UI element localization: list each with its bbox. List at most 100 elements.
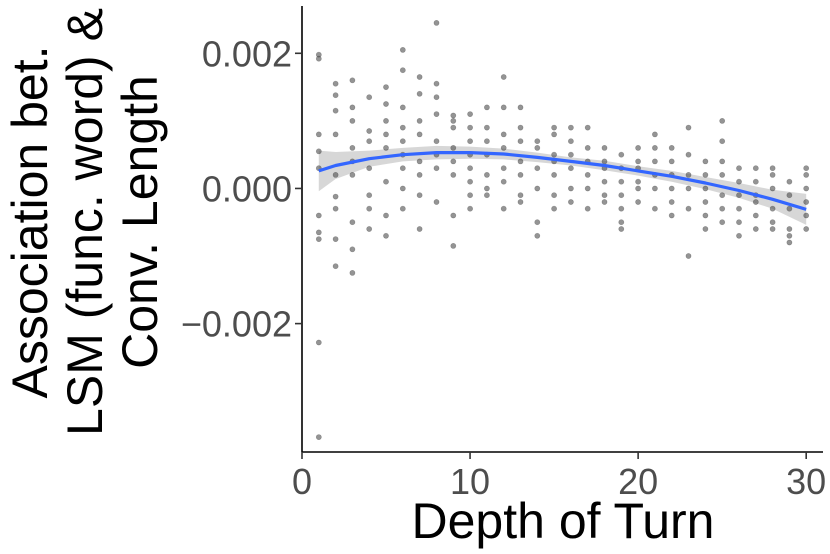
data-point-184	[736, 205, 742, 212]
data-point-187	[752, 165, 759, 172]
data-point-167	[685, 253, 692, 259]
data-point-155	[652, 205, 658, 212]
data-point-168	[702, 158, 709, 165]
data-point-37	[383, 101, 389, 107]
data-point-119	[568, 124, 574, 131]
data-point-40	[383, 144, 389, 151]
data-point-164	[685, 171, 692, 178]
data-point-108	[534, 165, 541, 172]
data-point-54	[416, 90, 423, 97]
data-point-34	[366, 205, 373, 212]
data-point-41	[383, 178, 389, 185]
data-point-44	[399, 47, 406, 53]
data-point-92	[500, 74, 507, 80]
data-point-72	[450, 144, 457, 151]
data-point-38	[383, 118, 389, 124]
data-point-112	[551, 124, 557, 131]
data-point-71	[450, 124, 457, 131]
data-point-102	[517, 158, 524, 165]
data-point-33	[366, 192, 373, 199]
data-point-32	[366, 165, 373, 172]
data-point-58	[416, 171, 423, 178]
data-point-14	[332, 131, 339, 138]
data-point-11	[332, 80, 339, 87]
data-point-149	[635, 199, 641, 205]
data-point-46	[399, 104, 406, 111]
data-point-170	[702, 185, 709, 192]
data-point-28	[349, 269, 356, 276]
data-point-186	[736, 232, 742, 239]
smooth-trend-line	[318, 151, 807, 211]
data-point-141	[618, 205, 625, 212]
confidence-band-layer	[318, 145, 807, 225]
data-point-159	[668, 185, 675, 192]
data-point-26	[349, 219, 356, 226]
data-point-70	[450, 118, 457, 124]
data-point-205	[803, 165, 810, 172]
data-point-56	[416, 131, 423, 138]
data-point-91	[483, 192, 490, 199]
data-point-65	[433, 138, 440, 145]
data-point-75	[450, 212, 457, 219]
data-point-135	[601, 192, 608, 199]
data-point-39	[383, 131, 389, 138]
data-point-104	[517, 192, 524, 199]
data-point-132	[601, 158, 608, 165]
data-point-183	[736, 192, 742, 199]
data-point-181	[736, 165, 742, 172]
data-point-147	[635, 178, 641, 185]
data-point-182	[736, 178, 742, 185]
data-point-42	[383, 212, 389, 219]
data-point-176	[719, 158, 726, 165]
x-axis-title: Depth of Turn	[412, 493, 715, 549]
data-point-113	[551, 131, 557, 138]
data-point-93	[500, 104, 507, 111]
data-point-101	[517, 138, 524, 145]
data-point-163	[685, 151, 692, 158]
data-point-29	[366, 94, 373, 101]
data-point-10	[315, 434, 322, 440]
data-point-197	[769, 219, 776, 226]
data-point-177	[719, 171, 726, 178]
data-point-204	[786, 239, 793, 246]
data-point-4	[315, 148, 322, 155]
data-point-131	[601, 144, 608, 151]
data-points-layer	[315, 19, 810, 440]
data-point-148	[635, 185, 641, 192]
data-point-95	[500, 144, 507, 151]
data-point-114	[551, 151, 557, 158]
data-point-144	[635, 144, 641, 151]
data-point-120	[568, 138, 574, 145]
data-point-99	[517, 104, 524, 111]
data-point-81	[467, 165, 473, 172]
data-point-53	[416, 74, 423, 80]
data-point-61	[433, 19, 440, 26]
data-point-12	[332, 92, 339, 99]
data-point-124	[568, 199, 574, 205]
data-point-161	[668, 212, 675, 219]
data-point-145	[635, 158, 641, 165]
data-point-140	[618, 192, 625, 199]
data-point-117	[551, 192, 557, 199]
data-point-206	[803, 171, 810, 178]
data-point-97	[500, 178, 507, 185]
data-point-55	[416, 118, 423, 124]
data-point-47	[399, 124, 406, 131]
data-point-51	[399, 185, 406, 192]
data-point-152	[652, 158, 658, 165]
data-point-48	[399, 138, 406, 145]
data-point-60	[416, 226, 423, 232]
data-point-6	[315, 212, 322, 219]
data-point-122	[568, 165, 574, 172]
data-point-82	[467, 178, 473, 185]
data-point-18	[332, 236, 339, 242]
data-point-156	[668, 144, 675, 151]
data-point-165	[685, 185, 692, 192]
data-point-142	[618, 219, 625, 226]
data-point-22	[349, 118, 356, 124]
data-point-121	[568, 151, 574, 158]
data-point-89	[483, 171, 490, 178]
data-point-19	[332, 263, 339, 270]
data-point-8	[315, 236, 322, 242]
data-point-123	[568, 185, 574, 192]
